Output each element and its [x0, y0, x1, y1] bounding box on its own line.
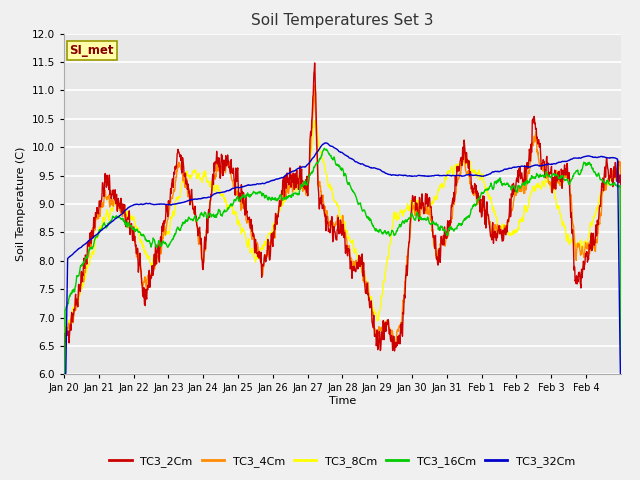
- Text: SI_met: SI_met: [70, 44, 114, 57]
- TC3_8Cm: [60, 372, 68, 377]
- TC3_32Cm: [317, 143, 325, 149]
- Line: TC3_4Cm: TC3_4Cm: [64, 85, 621, 374]
- TC3_4Cm: [617, 344, 625, 350]
- TC3_4Cm: [60, 372, 68, 377]
- TC3_16Cm: [321, 145, 328, 151]
- Legend: TC3_2Cm, TC3_4Cm, TC3_8Cm, TC3_16Cm, TC3_32Cm: TC3_2Cm, TC3_4Cm, TC3_8Cm, TC3_16Cm, TC3…: [105, 451, 580, 471]
- TC3_16Cm: [328, 156, 336, 161]
- TC3_32Cm: [147, 201, 155, 207]
- TC3_2Cm: [328, 214, 336, 219]
- TC3_2Cm: [474, 190, 482, 196]
- TC3_32Cm: [60, 372, 68, 377]
- TC3_16Cm: [474, 198, 482, 204]
- TC3_8Cm: [556, 206, 563, 212]
- TC3_16Cm: [317, 154, 325, 160]
- TC3_2Cm: [317, 192, 325, 198]
- TC3_32Cm: [321, 140, 329, 146]
- Y-axis label: Soil Temperature (C): Soil Temperature (C): [16, 147, 26, 261]
- TC3_8Cm: [317, 153, 325, 159]
- TC3_2Cm: [617, 181, 625, 187]
- TC3_16Cm: [617, 360, 625, 366]
- Title: Soil Temperatures Set 3: Soil Temperatures Set 3: [251, 13, 434, 28]
- TC3_8Cm: [147, 262, 155, 268]
- TC3_32Cm: [617, 372, 625, 377]
- TC3_32Cm: [328, 144, 336, 149]
- TC3_2Cm: [311, 60, 319, 66]
- TC3_4Cm: [610, 173, 618, 179]
- Line: TC3_16Cm: TC3_16Cm: [64, 148, 621, 374]
- TC3_4Cm: [474, 198, 482, 204]
- TC3_8Cm: [474, 171, 482, 177]
- TC3_2Cm: [610, 167, 618, 172]
- TC3_8Cm: [610, 173, 618, 179]
- TC3_32Cm: [474, 173, 482, 179]
- TC3_4Cm: [310, 83, 318, 88]
- TC3_8Cm: [328, 188, 336, 194]
- TC3_32Cm: [610, 155, 618, 160]
- X-axis label: Time: Time: [329, 396, 356, 406]
- Line: TC3_8Cm: TC3_8Cm: [64, 120, 621, 374]
- TC3_4Cm: [556, 180, 563, 186]
- TC3_32Cm: [556, 159, 563, 165]
- TC3_2Cm: [60, 372, 68, 377]
- TC3_4Cm: [328, 223, 336, 229]
- TC3_2Cm: [147, 272, 155, 278]
- TC3_16Cm: [60, 372, 68, 377]
- TC3_8Cm: [617, 304, 625, 310]
- TC3_8Cm: [311, 118, 319, 123]
- TC3_16Cm: [147, 244, 155, 250]
- TC3_2Cm: [556, 173, 563, 179]
- TC3_16Cm: [556, 175, 563, 181]
- TC3_4Cm: [147, 274, 155, 279]
- TC3_16Cm: [610, 180, 618, 186]
- Line: TC3_2Cm: TC3_2Cm: [64, 63, 621, 374]
- TC3_4Cm: [317, 197, 325, 203]
- Line: TC3_32Cm: TC3_32Cm: [64, 143, 621, 374]
